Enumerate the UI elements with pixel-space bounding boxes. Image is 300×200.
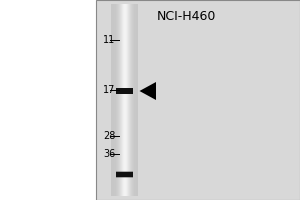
Bar <box>128 4 129 196</box>
Bar <box>134 4 135 196</box>
Bar <box>137 4 138 196</box>
Bar <box>133 4 134 196</box>
Bar <box>119 4 120 196</box>
FancyBboxPatch shape <box>116 88 133 94</box>
Bar <box>114 4 115 196</box>
Bar <box>125 4 126 196</box>
Text: 17: 17 <box>103 85 116 95</box>
Text: 28: 28 <box>103 131 116 141</box>
Text: 11: 11 <box>103 35 116 45</box>
Bar <box>131 4 132 196</box>
Bar <box>112 4 113 196</box>
Bar <box>132 4 133 196</box>
Bar <box>113 4 114 196</box>
Bar <box>117 4 118 196</box>
Bar <box>123 4 124 196</box>
Bar <box>136 4 137 196</box>
Bar <box>126 4 127 196</box>
FancyBboxPatch shape <box>96 0 300 200</box>
Bar <box>116 4 117 196</box>
Bar <box>127 4 128 196</box>
FancyBboxPatch shape <box>116 171 133 176</box>
Bar <box>124 4 125 196</box>
Bar <box>111 4 112 196</box>
Bar <box>135 4 136 196</box>
Bar <box>129 4 130 196</box>
Bar <box>120 4 121 196</box>
Polygon shape <box>140 82 156 100</box>
Text: NCI-H460: NCI-H460 <box>156 10 216 23</box>
Bar <box>130 4 131 196</box>
FancyBboxPatch shape <box>116 172 133 178</box>
Bar <box>121 4 122 196</box>
FancyBboxPatch shape <box>116 170 133 176</box>
Text: 36: 36 <box>103 149 116 159</box>
Bar <box>118 4 119 196</box>
Bar <box>122 4 123 196</box>
Bar <box>115 4 116 196</box>
